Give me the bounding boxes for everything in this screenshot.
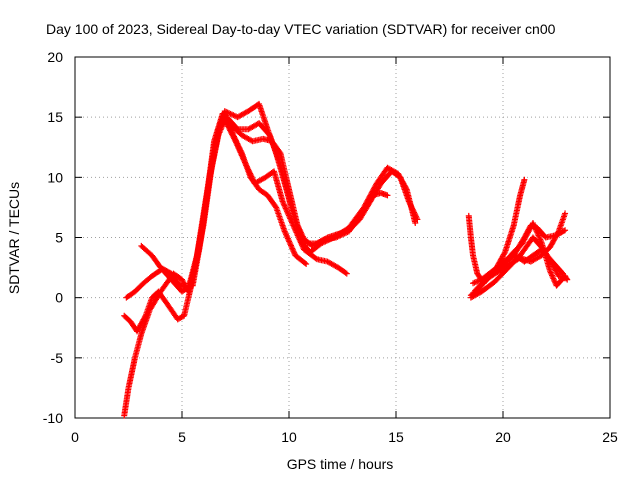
data-point	[229, 131, 236, 138]
series-track-c	[138, 110, 421, 295]
data-point	[231, 135, 238, 142]
x-tick-label: 15	[388, 429, 404, 445]
data-point	[532, 225, 539, 232]
data-point	[384, 192, 391, 199]
data-point	[247, 172, 254, 179]
data-point	[534, 229, 541, 236]
x-tick-labels: 0 5 10 15 20 25	[71, 429, 618, 445]
axis-ticks	[74, 56, 611, 419]
data-point	[303, 260, 310, 267]
data-point	[248, 173, 255, 180]
data-point	[141, 314, 148, 321]
data-point	[243, 162, 250, 169]
y-tick-label: 15	[47, 109, 63, 125]
data-point	[563, 275, 570, 282]
data-point	[227, 127, 234, 134]
data-point	[249, 176, 256, 183]
data-point	[536, 233, 543, 240]
data-point	[501, 250, 508, 257]
data-point	[230, 134, 237, 141]
data-point	[245, 167, 252, 174]
y-tick-labels: -10 -5 0 5 10 15 20	[43, 49, 63, 426]
data-point	[402, 185, 409, 192]
data-point	[301, 260, 308, 267]
grid-lines	[75, 57, 610, 418]
data-point	[535, 232, 542, 239]
y-tick-label: 10	[47, 169, 63, 185]
x-tick-label: 25	[602, 429, 618, 445]
data-point	[312, 255, 319, 262]
data-point	[412, 220, 419, 227]
data-point	[537, 236, 544, 243]
data-point	[562, 227, 569, 234]
data-point	[562, 210, 569, 217]
x-tick-label: 5	[178, 429, 186, 445]
data-markers	[121, 100, 571, 419]
data-point	[249, 174, 256, 181]
y-tick-label: 20	[47, 49, 63, 65]
data-point	[342, 269, 349, 276]
data-point	[227, 128, 234, 135]
data-point	[560, 227, 567, 234]
data-point	[530, 221, 537, 228]
data-point	[529, 220, 536, 227]
data-point	[228, 130, 235, 137]
data-point	[534, 231, 541, 238]
data-point	[533, 228, 540, 235]
y-tick-label: 5	[55, 230, 63, 246]
series-track-d	[123, 100, 391, 301]
y-tick-label: -10	[43, 410, 63, 426]
data-point	[247, 170, 254, 177]
series-track-e	[189, 114, 419, 289]
data-point	[521, 176, 528, 183]
data-point	[533, 226, 540, 233]
data-point	[229, 132, 236, 139]
data-point	[537, 237, 544, 244]
data-point	[343, 270, 350, 277]
data-point	[243, 163, 250, 170]
data-point	[564, 276, 571, 283]
x-tick-label: 0	[71, 429, 79, 445]
y-tick-label: -5	[51, 350, 64, 366]
data-point	[536, 235, 543, 242]
data-point	[245, 166, 252, 173]
y-axis-label: SDTVAR / TECUs	[6, 182, 22, 294]
data-point	[246, 169, 253, 176]
x-axis-label: GPS time / hours	[287, 456, 394, 472]
series-track-k	[497, 220, 571, 289]
x-tick-label: 10	[281, 429, 297, 445]
data-point	[272, 203, 279, 210]
data-point	[231, 136, 238, 143]
y-tick-label: 0	[55, 290, 63, 306]
data-point	[531, 222, 538, 229]
data-point	[531, 224, 538, 231]
x-tick-label: 20	[495, 429, 511, 445]
data-point	[554, 229, 561, 236]
data-point	[244, 165, 251, 172]
chart-title: Day 100 of 2023, Sidereal Day-to-day VTE…	[46, 21, 556, 37]
